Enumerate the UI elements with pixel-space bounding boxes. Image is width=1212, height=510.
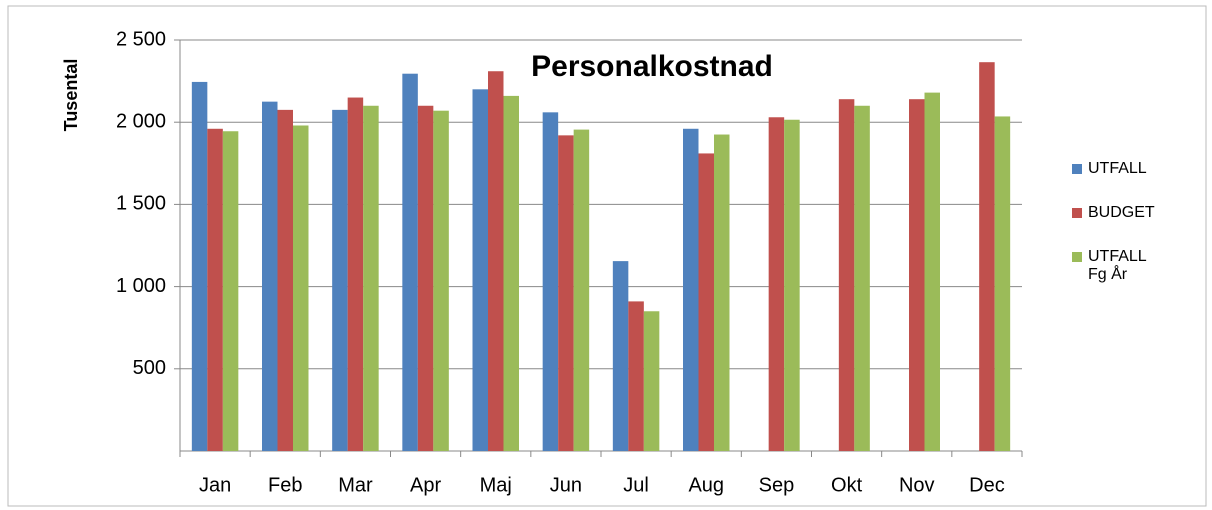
legend-swatch: [1072, 164, 1082, 174]
x-tick-label: Maj: [480, 474, 512, 496]
bar: [924, 92, 940, 451]
legend-swatch: [1072, 208, 1082, 218]
bar: [472, 89, 488, 451]
bar: [854, 105, 870, 451]
legend-item: UTFALL: [1072, 160, 1192, 178]
bar: [628, 301, 644, 451]
bar: [402, 73, 418, 452]
legend-label: UTFALL: [1088, 160, 1147, 177]
y-tick-label: 500: [133, 357, 166, 379]
bar: [698, 153, 714, 451]
x-tick-label: Mar: [338, 474, 373, 496]
bar: [488, 71, 504, 452]
x-tick-label: Jan: [199, 474, 231, 496]
x-tick-label: Apr: [410, 474, 441, 496]
y-axis-label: Tusental: [61, 59, 81, 132]
y-tick-label: 2 500: [116, 28, 166, 50]
bar: [222, 131, 239, 451]
bar: [262, 101, 278, 452]
bar: [363, 105, 379, 451]
legend-label: BUDGET: [1088, 204, 1155, 221]
x-tick-label: Jun: [550, 474, 582, 496]
y-tick-label: 1 500: [116, 193, 166, 215]
bar: [503, 95, 519, 452]
x-tick-label: Okt: [831, 474, 863, 496]
bar: [347, 97, 364, 451]
x-tick-label: Jul: [623, 474, 649, 496]
bar: [784, 119, 800, 451]
bar: [768, 117, 785, 451]
bar: [433, 110, 449, 451]
bar: [994, 116, 1011, 452]
legend-swatch: [1072, 252, 1082, 262]
bar: [207, 128, 223, 451]
x-tick-label: Feb: [268, 474, 302, 496]
bar: [838, 99, 855, 452]
bar: [612, 261, 629, 451]
bar: [277, 109, 293, 452]
bar: [683, 128, 699, 451]
y-tick-label: 2 000: [116, 110, 166, 132]
bar: [909, 99, 925, 452]
bar: [293, 125, 309, 451]
bar: [542, 112, 559, 451]
bar: [714, 134, 730, 451]
x-tick-label: Nov: [899, 474, 935, 496]
y-tick-label: 1 000: [116, 275, 166, 297]
legend: UTFALL BUDGET UTFALL Fg År: [1072, 160, 1192, 310]
x-tick-label: Dec: [969, 474, 1005, 496]
x-tick-label: Sep: [759, 474, 795, 496]
chart-title: Personalkostnad: [531, 50, 773, 83]
chart-border: [7, 5, 1207, 507]
bar: [573, 129, 590, 451]
bar: [643, 311, 660, 451]
legend-item: UTFALL Fg År: [1072, 248, 1192, 284]
bar: [979, 62, 995, 451]
x-tick-label: Aug: [688, 474, 724, 496]
bar: [191, 81, 208, 451]
bar: [417, 105, 434, 451]
legend-item: BUDGET: [1072, 204, 1192, 222]
bar: [332, 109, 348, 452]
legend-label: UTFALL Fg År: [1088, 248, 1147, 283]
bar: [558, 135, 574, 452]
